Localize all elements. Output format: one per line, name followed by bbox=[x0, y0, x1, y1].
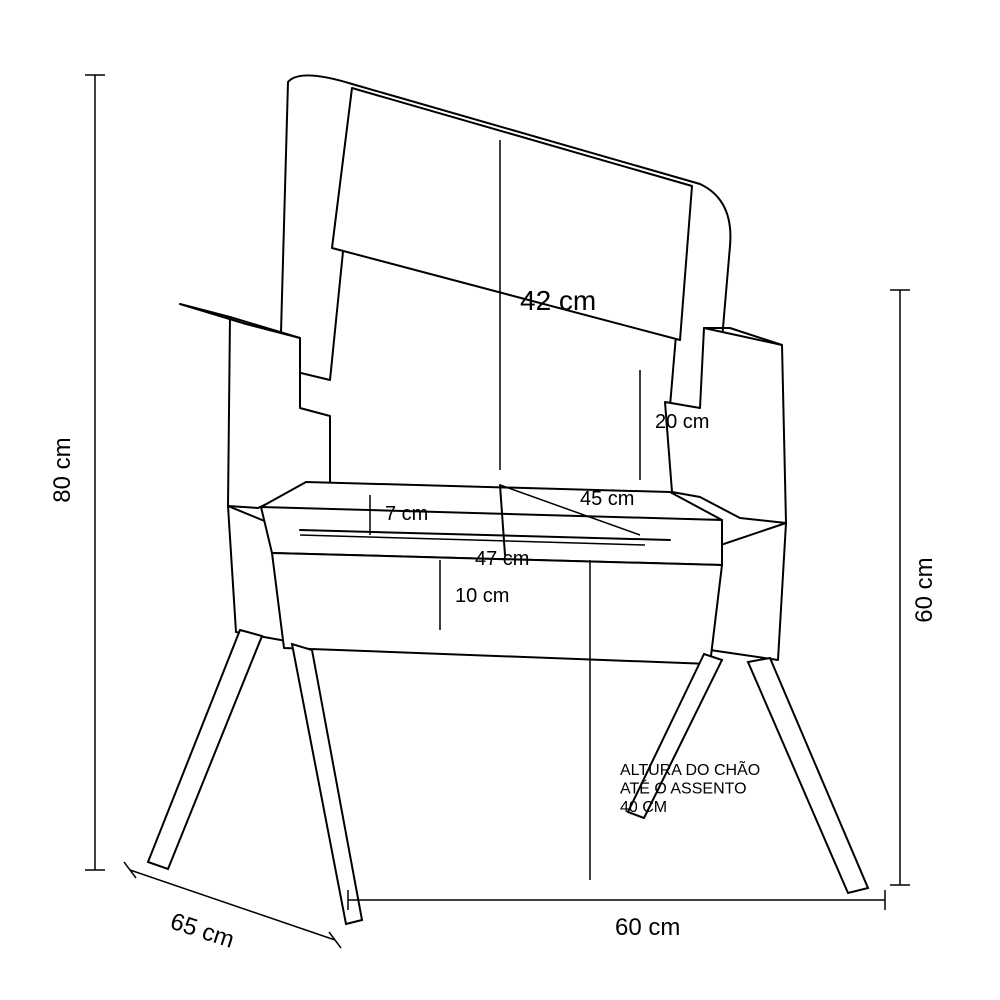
armchair-technical-drawing: 80 cm60 cm60 cm65 cm42 cm20 cm7 cm45 cm4… bbox=[0, 0, 1000, 1000]
label-total_height: 80 cm bbox=[49, 437, 76, 502]
label-seat_width: 47 cm bbox=[475, 548, 529, 570]
label-width: 60 cm bbox=[615, 914, 680, 941]
label-back_height: 42 cm bbox=[520, 285, 596, 316]
label-arm_above_seat: 20 cm bbox=[655, 411, 709, 433]
label-seat_thickness: 7 cm bbox=[385, 503, 428, 525]
label-seat_depth: 45 cm bbox=[580, 488, 634, 510]
label-side_below_seat: 10 cm bbox=[455, 585, 509, 607]
label-arm_height: 60 cm bbox=[911, 557, 938, 622]
